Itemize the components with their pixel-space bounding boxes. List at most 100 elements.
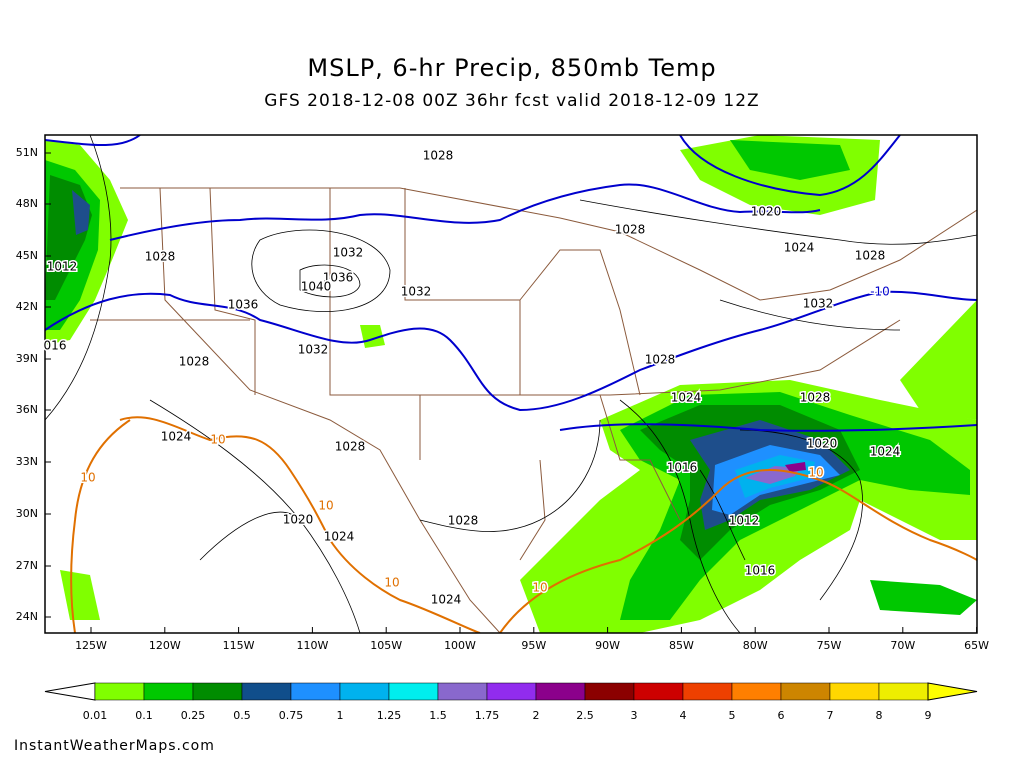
colorbar-swatch: [731, 682, 782, 701]
colorbar-label: 5: [729, 709, 736, 722]
temp-label: 10: [210, 433, 225, 447]
lon-label: 105W: [370, 639, 402, 652]
temp-label: 10: [318, 499, 333, 513]
lat-label: 45N: [16, 249, 38, 262]
isobar-label: 1020: [751, 205, 782, 219]
colorbar-swatch: [192, 682, 243, 701]
temp-label: 10: [532, 581, 547, 595]
isobar-label: 1032: [298, 343, 329, 357]
colorbar-label: 1: [337, 709, 344, 722]
colorbar-label: 8: [876, 709, 883, 722]
lon-label: 120W: [149, 639, 181, 652]
colorbar-swatch: [486, 682, 537, 701]
isobars: [45, 135, 977, 633]
colorbar-low-arrow: [44, 682, 96, 701]
colorbar-swatch: [535, 682, 586, 701]
lat-label: 24N: [16, 610, 38, 623]
colorbar-swatch: [682, 682, 733, 701]
isobar-label: 1028: [800, 391, 831, 405]
lat-label: 36N: [16, 403, 38, 416]
map-layer: [45, 135, 977, 633]
colorbar-swatch: [584, 682, 635, 701]
colorbar-label: 0.25: [181, 709, 206, 722]
isobar-label: 1024: [784, 241, 815, 255]
colorbar-swatch: [829, 682, 880, 701]
isobar-label: 1036: [228, 298, 259, 312]
colorbar-swatch: [94, 682, 145, 701]
isobar-label: 1024: [870, 445, 901, 459]
lat-label: 42N: [16, 300, 38, 313]
lat-label: 27N: [16, 559, 38, 572]
temp-label: 10: [80, 471, 95, 485]
isobar-label: 1016: [745, 564, 776, 578]
isobar-label: 1032: [401, 285, 432, 299]
colorbar-swatch: [241, 682, 292, 701]
isobar-label: 1028: [855, 249, 886, 263]
temp-label: 10: [384, 576, 399, 590]
title: MSLP, 6-hr Precip, 850mb Temp: [307, 54, 716, 82]
isobar-label: 1036: [323, 271, 354, 285]
lat-label: 48N: [16, 197, 38, 210]
isobar-label: 1028: [145, 250, 176, 264]
colorbar-label: 3: [631, 709, 638, 722]
colorbar-swatch: [633, 682, 684, 701]
colorbar-label: 7: [827, 709, 834, 722]
subtitle: GFS 2018-12-08 00Z 36hr fcst valid 2018-…: [264, 91, 759, 111]
colorbar-label: 1.5: [429, 709, 447, 722]
lon-label: 100W: [444, 639, 476, 652]
colorbar-swatch: [388, 682, 439, 701]
borders: [90, 187, 977, 633]
lat-label: 33N: [16, 455, 38, 468]
lon-label: 65W: [964, 639, 989, 652]
colorbar-label: 9: [925, 709, 932, 722]
lon-label: 80W: [743, 639, 768, 652]
colorbar-label: 6: [778, 709, 785, 722]
colorbar-label: 2.5: [576, 709, 594, 722]
colorbar-label: 0.5: [233, 709, 251, 722]
isobar-label: 1024: [161, 430, 192, 444]
isobar-label: 1012: [47, 260, 78, 274]
colorbar-swatch: [143, 682, 194, 701]
colorbar-label: 0.75: [279, 709, 304, 722]
isobar-label: 1024: [671, 391, 702, 405]
lat-label: 30N: [16, 507, 38, 520]
temp-contours: [45, 135, 977, 633]
lat-label: 39N: [16, 352, 38, 365]
lon-label: 95W: [521, 639, 546, 652]
lon-label: 115W: [223, 639, 255, 652]
isobar-label: 1040: [301, 280, 332, 294]
isobar-label: 1020: [807, 437, 838, 451]
isobar-label: 016: [44, 339, 67, 353]
lon-label: 75W: [817, 639, 842, 652]
isobar-label: 1032: [803, 297, 834, 311]
colorbar-label: 0.1: [135, 709, 153, 722]
lon-label: 85W: [669, 639, 694, 652]
isobar-label: 1012: [729, 514, 760, 528]
isobar-label: 1028: [179, 355, 210, 369]
colorbar-high-arrow: [927, 682, 978, 701]
lon-label: 70W: [890, 639, 915, 652]
map-background: [45, 135, 977, 633]
colorbar-swatch: [290, 682, 341, 701]
lon-label: 110W: [296, 639, 328, 652]
credit: InstantWeatherMaps.com: [14, 738, 215, 754]
isobar-label: 1032: [333, 246, 364, 260]
colorbar-swatch: [878, 682, 929, 701]
lon-label: 90W: [595, 639, 620, 652]
map-frame: [44, 134, 978, 634]
isobar-label: 1028: [615, 223, 646, 237]
temp-label: 10: [808, 466, 823, 480]
isobar-label: 1024: [431, 593, 462, 607]
precip-areas: [45, 135, 977, 633]
isobar-label: 1028: [423, 149, 454, 163]
isobar-label: 1020: [283, 513, 314, 527]
colorbar: 0.01 0.1 0.25 0.5 0.75 1 1.25 1.5 1.75 2 2.5 3 4 5 6 7 8…: [44, 682, 978, 722]
colorbar-swatch: [339, 682, 390, 701]
colorbar-swatch: [780, 682, 831, 701]
isobar-label: 1028: [645, 353, 676, 367]
isobar-label: 1028: [335, 440, 366, 454]
isobar-label: 1016: [667, 461, 698, 475]
lat-label: 51N: [16, 146, 38, 159]
isobar-label: 1028: [448, 514, 479, 528]
